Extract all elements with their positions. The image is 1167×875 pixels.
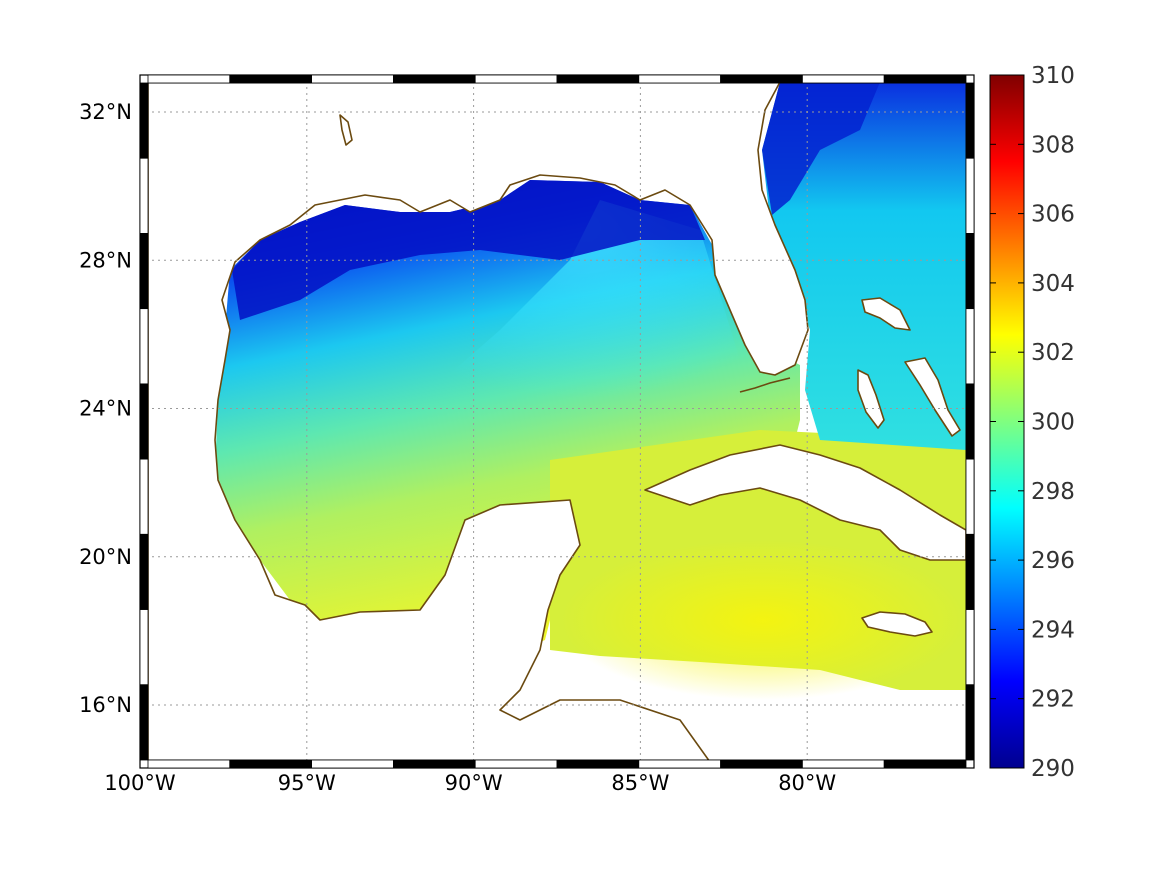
atlantic-field [762,82,966,450]
colorbar-tick-label: 296 [1031,548,1075,574]
frame-segment-bottom [474,759,558,769]
latitude-tick-labels: 16°N 20°N 24°N 28°N 32°N [79,100,132,717]
frame-segment-top [311,74,394,84]
frame-segment-top [720,74,803,84]
frame-segment-right [965,684,975,761]
colorbar-tick-label: 306 [1031,202,1075,228]
northern-shelf-cold [232,180,705,320]
atlantic-coastal-cold [762,82,880,215]
longitude-tick-label: 90°W [445,771,503,795]
frame-segment-left [139,308,149,385]
frame-segment-top [474,74,558,84]
cuba-land [644,444,966,561]
colorbar-tick-label: 304 [1031,271,1075,297]
jamaica-land [861,611,933,637]
frame-segment-left [139,82,149,159]
frame-segment-top [392,74,476,84]
colorbar-tick-label: 290 [1031,756,1075,782]
north-america-land [148,82,809,762]
frame-segment-bottom [556,759,640,769]
frame-segment-right [965,533,975,610]
frame-segment-top [147,74,231,84]
latitude-tick-label: 24°N [79,397,132,421]
frame-segment-top [638,74,721,84]
frame-segment-bottom [229,759,313,769]
small-islands-north [339,114,353,146]
latitude-tick-label: 28°N [79,248,132,272]
frame-segment-left [139,383,149,460]
bahamas-abaco [861,297,911,331]
frame-segment-right [965,308,975,385]
caribbean-warm-field [560,540,966,700]
colorbar-tick-label: 294 [1031,617,1075,643]
bahamas-chain [904,357,961,437]
frame-segment-right [965,458,975,535]
frame-segment-left [139,233,149,310]
frame-segment-bottom [392,759,476,769]
land-masses [148,82,966,762]
map-frame [139,74,975,769]
longitude-tick-label: 80°W [778,771,836,795]
longitude-tick-label: 85°W [611,771,669,795]
colorbar-tick-label: 300 [1031,410,1075,436]
frame-segment-right [965,82,975,159]
colorbar-tick-labels: 290 292 294 296 298 300 302 304 306 308 310 [990,63,1075,782]
latitude-tick-label: 16°N [79,693,132,717]
colorbar-tick-label: 310 [1031,63,1075,89]
frame-segment-right [965,233,975,310]
colorbar-tick-label: 292 [1031,687,1075,713]
frame-segment-right [965,157,975,234]
frame-segment-left [139,609,149,686]
frame-segment-left [139,157,149,234]
florida-keys [739,377,791,393]
colorbar-tick-label: 308 [1031,132,1075,158]
frame-segment-bottom [883,759,967,769]
latitude-tick-label: 20°N [79,545,132,569]
frame-segment-left [139,533,149,610]
frame-segment-right [965,609,975,686]
longitude-tick-labels: 100°W 95°W 90°W 85°W 80°W [104,771,836,795]
longitude-tick-label: 100°W [104,771,176,795]
frame-segment-bottom [147,759,231,769]
longitude-tick-label: 95°W [278,771,336,795]
colorbar-tick-label: 302 [1031,340,1075,366]
frame-segment-top [229,74,313,84]
frame-segment-bottom [802,759,885,769]
frame-segment-left [139,684,149,761]
frame-segment-bottom [638,759,721,769]
latitude-tick-label: 32°N [79,100,132,124]
frame-segment-bottom [720,759,803,769]
colorbar-tick-label: 298 [1031,479,1075,505]
frame-segment-bottom [311,759,394,769]
frame-segment-top [883,74,967,84]
colorbar: 290 292 294 296 298 300 302 304 306 308 310 [989,63,1075,782]
frame-segment-top [556,74,640,84]
bahamas-andros [857,369,885,429]
frame-segment-right [965,383,975,460]
cyan-plume [420,200,740,420]
frame-segment-left [139,458,149,535]
frame-segment-top [802,74,885,84]
